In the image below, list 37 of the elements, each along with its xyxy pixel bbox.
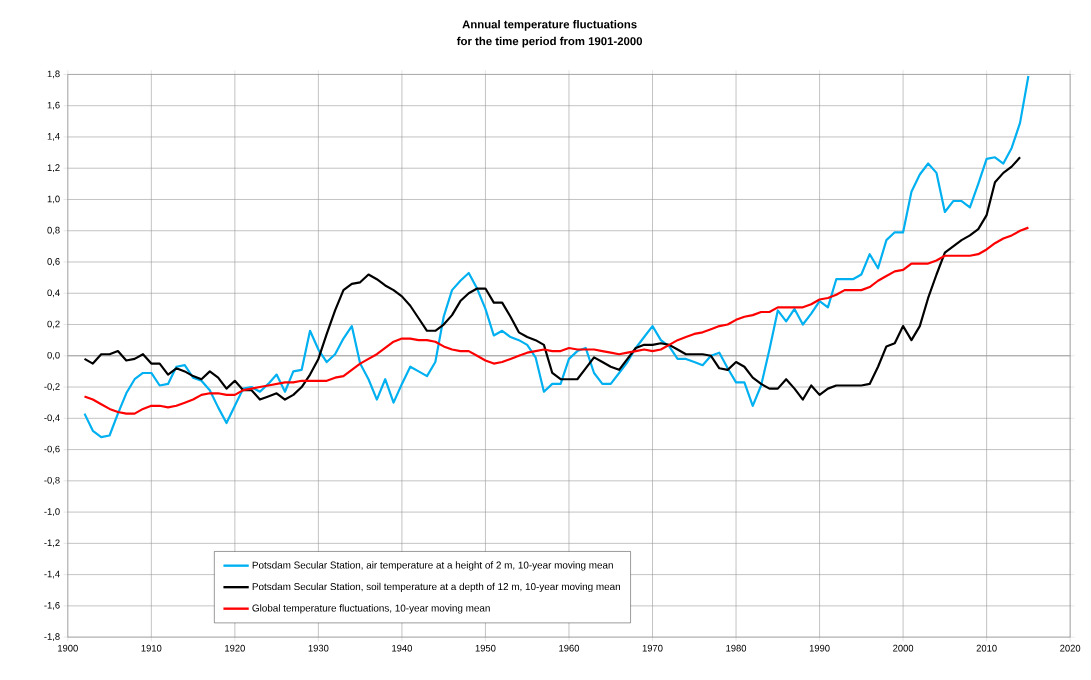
y-tick-label: 1,0 [47, 195, 60, 204]
x-tick-label: 2000 [893, 644, 914, 652]
legend-label: Potsdam Secular Station, air temperature at a height of 2 m, 10-year moving mean [252, 561, 613, 571]
y-tick-label: 0,4 [47, 289, 60, 298]
y-tick-label: -0,2 [44, 383, 60, 392]
x-tick-label: 1940 [392, 644, 412, 652]
x-tick-label: 1930 [308, 644, 329, 652]
legend-label: Potsdam Secular Station, soil temperature at a depth of 12 m, 10-year moving mean [252, 582, 620, 593]
y-tick-label: 1,4 [47, 133, 60, 141]
x-tick-label: 1980 [726, 644, 747, 652]
legend-label: Global temperature fluctuations, 10-year moving mean [252, 604, 490, 614]
y-tick-label: 0,6 [47, 258, 60, 266]
x-tick-label: 1990 [809, 644, 830, 652]
y-tick-label: -1,4 [44, 570, 60, 579]
y-tick-label: -1,2 [44, 539, 60, 548]
y-tick-label: -0,6 [44, 445, 60, 454]
x-tick-label: 1900 [58, 644, 78, 652]
x-tick-label: 1950 [475, 644, 496, 652]
y-tick-label: 1,6 [47, 101, 60, 110]
y-tick-label: -0,4 [44, 414, 60, 423]
y-tick-label: -0,8 [44, 477, 60, 485]
y-tick-label: -1,6 [44, 602, 60, 610]
y-tick-label: -1,0 [44, 508, 60, 517]
x-tick-label: 1920 [225, 644, 245, 652]
y-tick-label: 0,0 [47, 352, 60, 360]
y-tick-label: 0,2 [47, 320, 60, 329]
y-tick-label: 1,8 [47, 70, 60, 79]
x-tick-label: 2010 [976, 644, 997, 652]
y-tick-label: -1,8 [44, 633, 60, 642]
x-tick-label: 1970 [642, 644, 663, 652]
y-tick-label: 1,2 [47, 164, 60, 173]
chart-subtitle: for the time period from 1901-2000 [456, 36, 643, 48]
y-tick-label: 0,8 [47, 226, 60, 235]
x-tick-label: 2020 [1060, 644, 1081, 652]
x-tick-label: 1910 [141, 644, 162, 652]
chart-title: Annual temperature fluctuations [462, 20, 637, 31]
x-tick-label: 1960 [559, 644, 580, 652]
